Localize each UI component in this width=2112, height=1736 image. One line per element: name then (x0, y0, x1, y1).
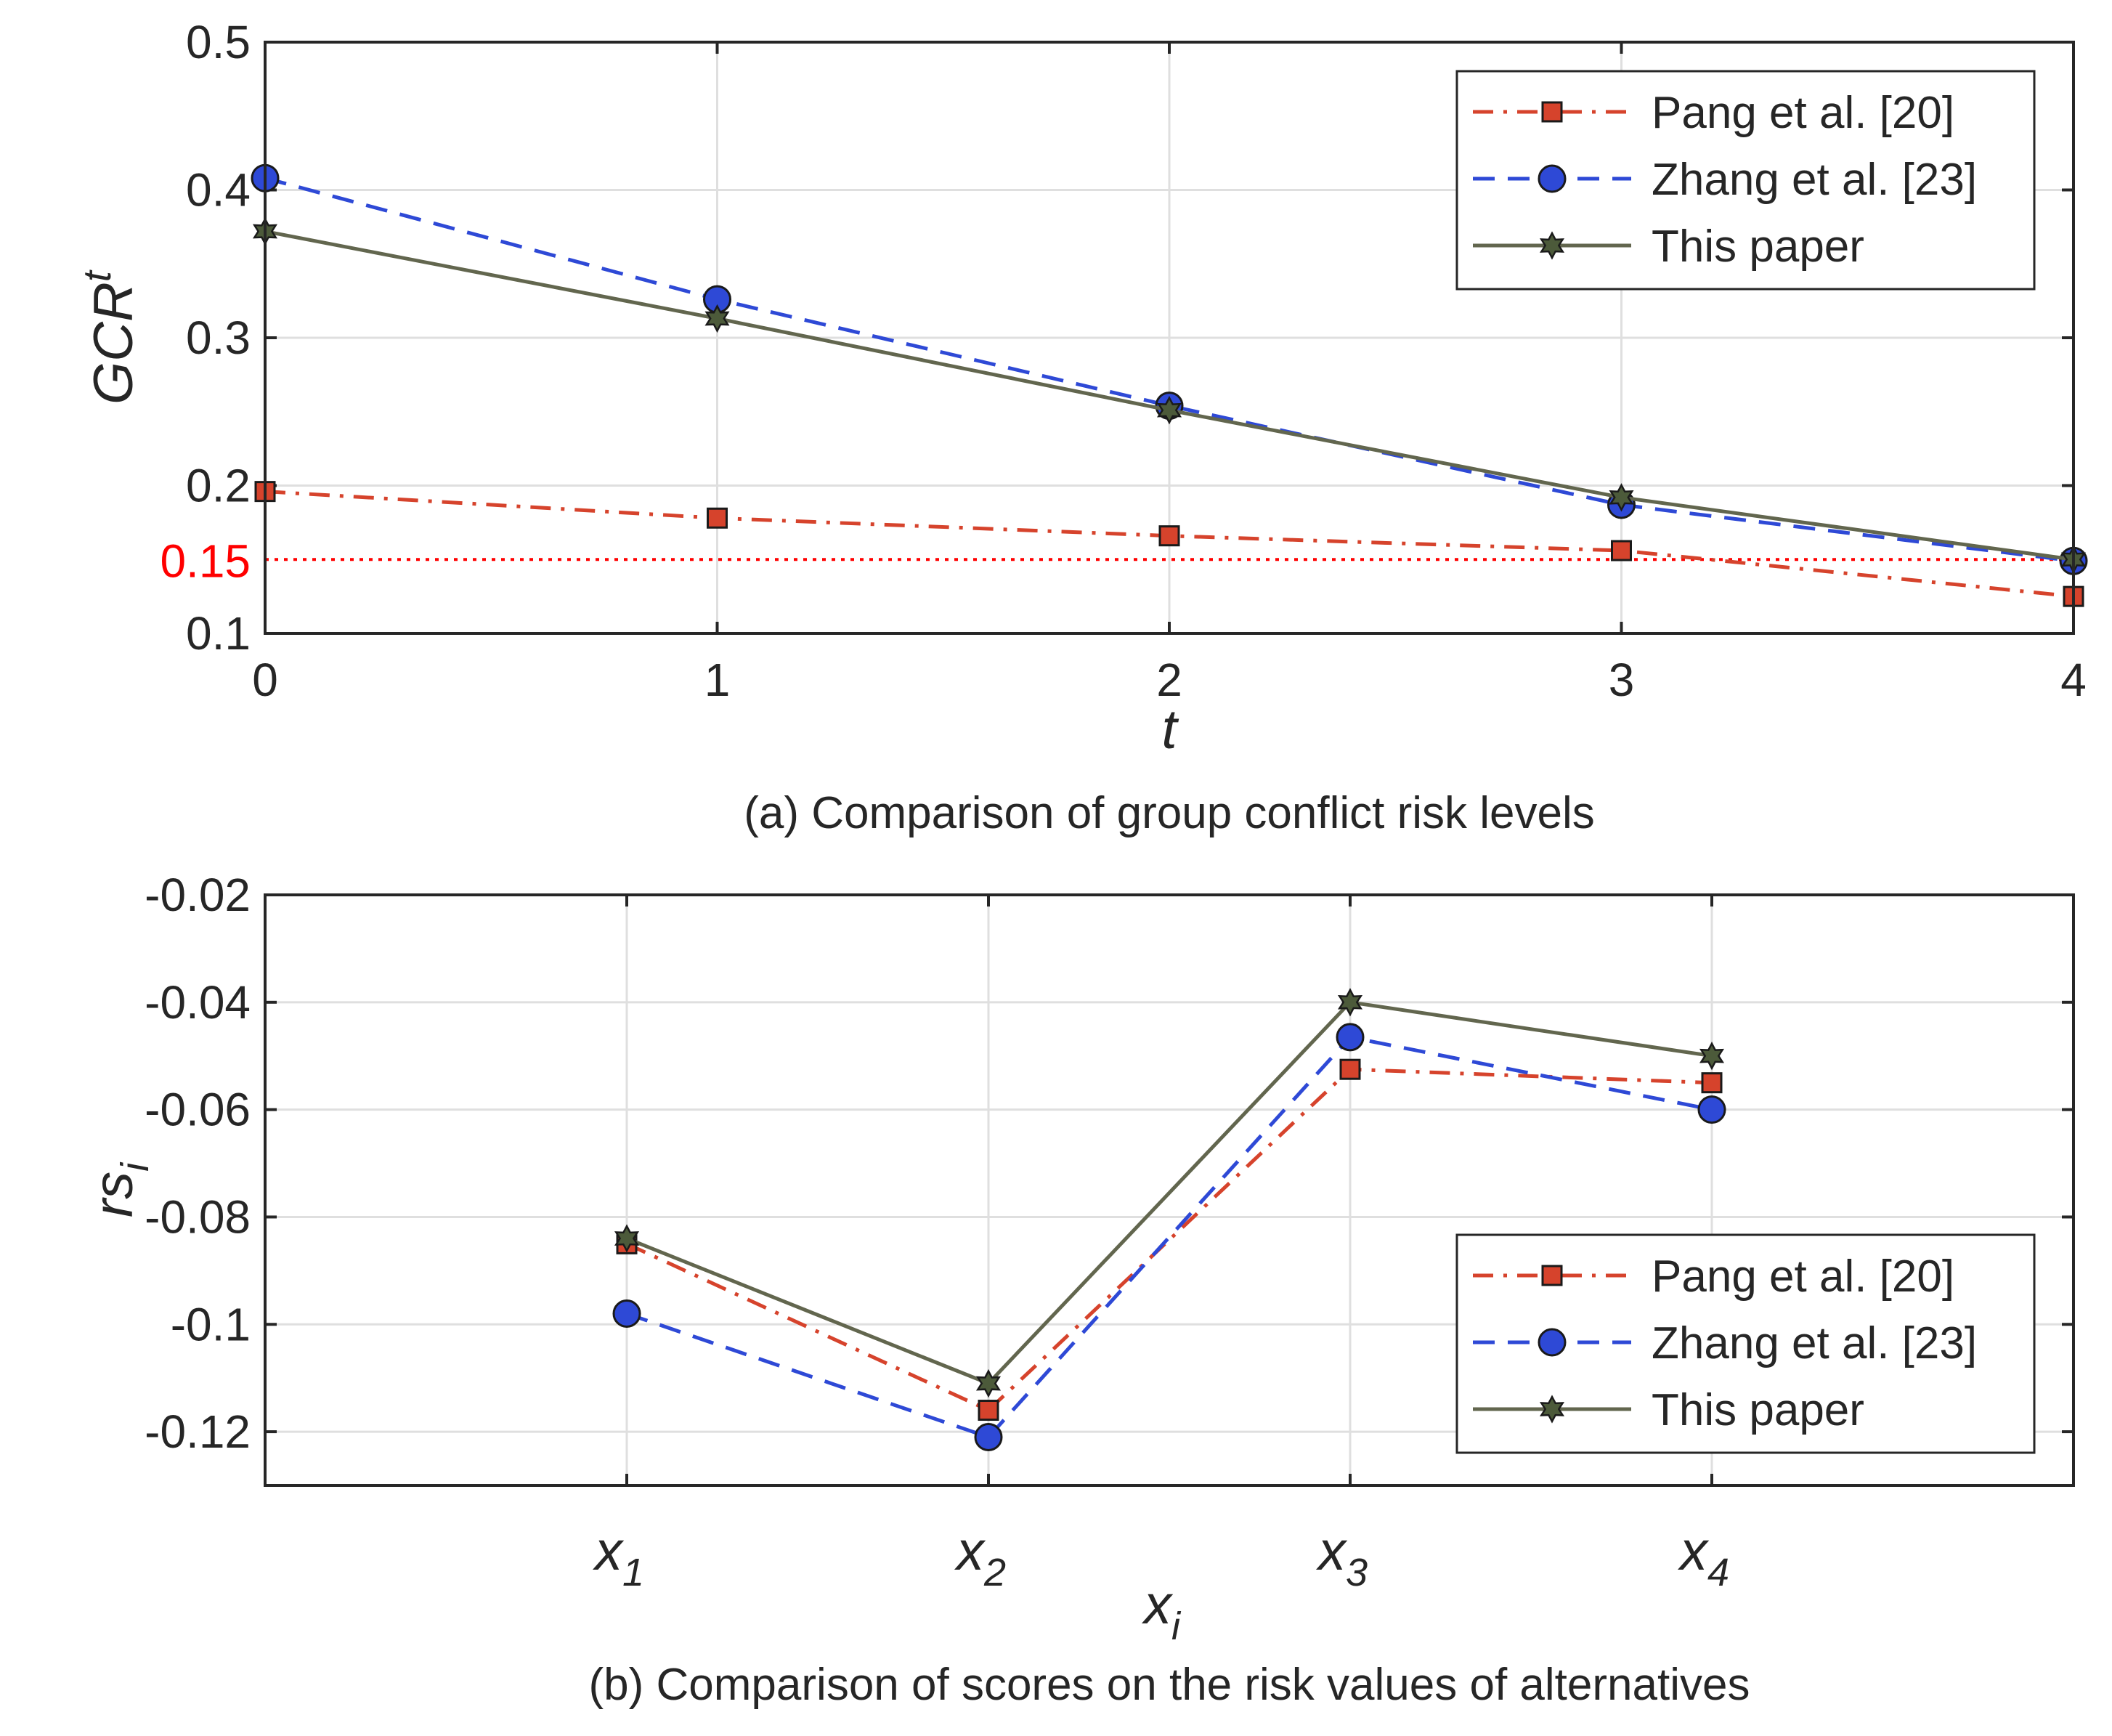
data-point (612, 1299, 641, 1328)
data-point (1611, 540, 1632, 561)
x-tick-label: x3 (1315, 1520, 1368, 1594)
y-tick-label: -0.12 (145, 1406, 251, 1458)
axes-frame (264, 41, 2075, 635)
data-point (1337, 988, 1363, 1017)
y-tick-label: 0.3 (186, 312, 251, 364)
legend: Pang et al. [20] Zhang et al. [23] This pa… (1455, 70, 2036, 291)
threshold-label: 0.15 (160, 535, 251, 587)
legend-label: Pang et al. [20] (1652, 88, 1954, 138)
data-point (978, 1400, 999, 1421)
y-tick-label: -0.08 (145, 1191, 251, 1243)
legend-label: Zhang et al. [23] (1652, 1318, 1977, 1368)
series-this (614, 988, 1725, 1398)
x-tick-label: 1 (704, 654, 731, 706)
y-tick-label: -0.04 (145, 976, 251, 1029)
y-tick-label: -0.1 (171, 1298, 251, 1350)
axes-frame (264, 893, 2075, 1487)
data-point (707, 507, 728, 529)
y-tick-label: 0.2 (186, 460, 251, 512)
x-axis-label: t (1161, 699, 1179, 760)
y-tick-label: 0.4 (186, 164, 251, 216)
legend-label: Zhang et al. [23] (1652, 155, 1977, 205)
legend-marker (1541, 101, 1563, 123)
x-tick-label: 4 (2060, 654, 2087, 706)
x-tick-label: x4 (1677, 1520, 1729, 1594)
legend-marker (1539, 231, 1565, 260)
legend-marker (1538, 164, 1567, 193)
figure-caption: (b) Comparison of scores on the risk val… (589, 1660, 1750, 1710)
data-point (704, 304, 730, 333)
series-line (625, 1067, 1713, 1412)
series-line (626, 1000, 1713, 1386)
series-line (626, 1035, 1713, 1439)
legend-marker (1538, 1328, 1567, 1357)
chart-panel-b: -0.12 -0.1 -0.08 -0.06 -0.04 -0.02 x1 x2 x3 x4 Pan… (83, 869, 2075, 1710)
data-point (1156, 396, 1182, 425)
x-tick-label: 3 (1609, 654, 1635, 706)
legend: Pang et al. [20] Zhang et al. [23] This pa… (1455, 1233, 2036, 1454)
y-tick-label: -0.06 (145, 1084, 251, 1136)
x-tick-label: x1 (592, 1520, 644, 1594)
x-tick-label: 2 (1156, 654, 1182, 706)
data-point (1697, 1095, 1726, 1124)
data-point (614, 1224, 640, 1253)
data-point (1701, 1072, 1723, 1094)
data-point (974, 1422, 1003, 1451)
y-axis-label: rsi (83, 1161, 157, 1217)
legend-label: This paper (1652, 222, 1864, 272)
data-point (1699, 1042, 1725, 1071)
y-tick-label: 0.5 (186, 16, 251, 68)
data-point (1336, 1023, 1365, 1052)
legend-marker (1539, 1395, 1565, 1424)
legend-label: Pang et al. [20] (1652, 1252, 1954, 1302)
data-point (1609, 483, 1634, 512)
legend-marker (1541, 1265, 1563, 1286)
series-line (264, 176, 2074, 563)
x-tick-label: x2 (954, 1520, 1006, 1594)
y-tick-label: -0.02 (145, 869, 251, 921)
series-zhang (612, 1023, 1726, 1451)
y-tick-label: 0.1 (186, 607, 251, 660)
y-axis-label: GCRt (76, 269, 145, 405)
figure-caption: (a) Comparison of group conflict risk le… (744, 788, 1595, 838)
data-point (1158, 525, 1180, 547)
chart-panel-a: 0.1 0.2 0.3 0.4 0.5 0 1 2 3 4 0.15 Pang et al. [20]… (76, 16, 2088, 838)
x-axis-label: xi (1141, 1574, 1182, 1648)
data-point (975, 1368, 1002, 1398)
legend-label: This paper (1652, 1385, 1864, 1435)
x-tick-label: 0 (252, 654, 278, 706)
data-point (1339, 1058, 1361, 1080)
